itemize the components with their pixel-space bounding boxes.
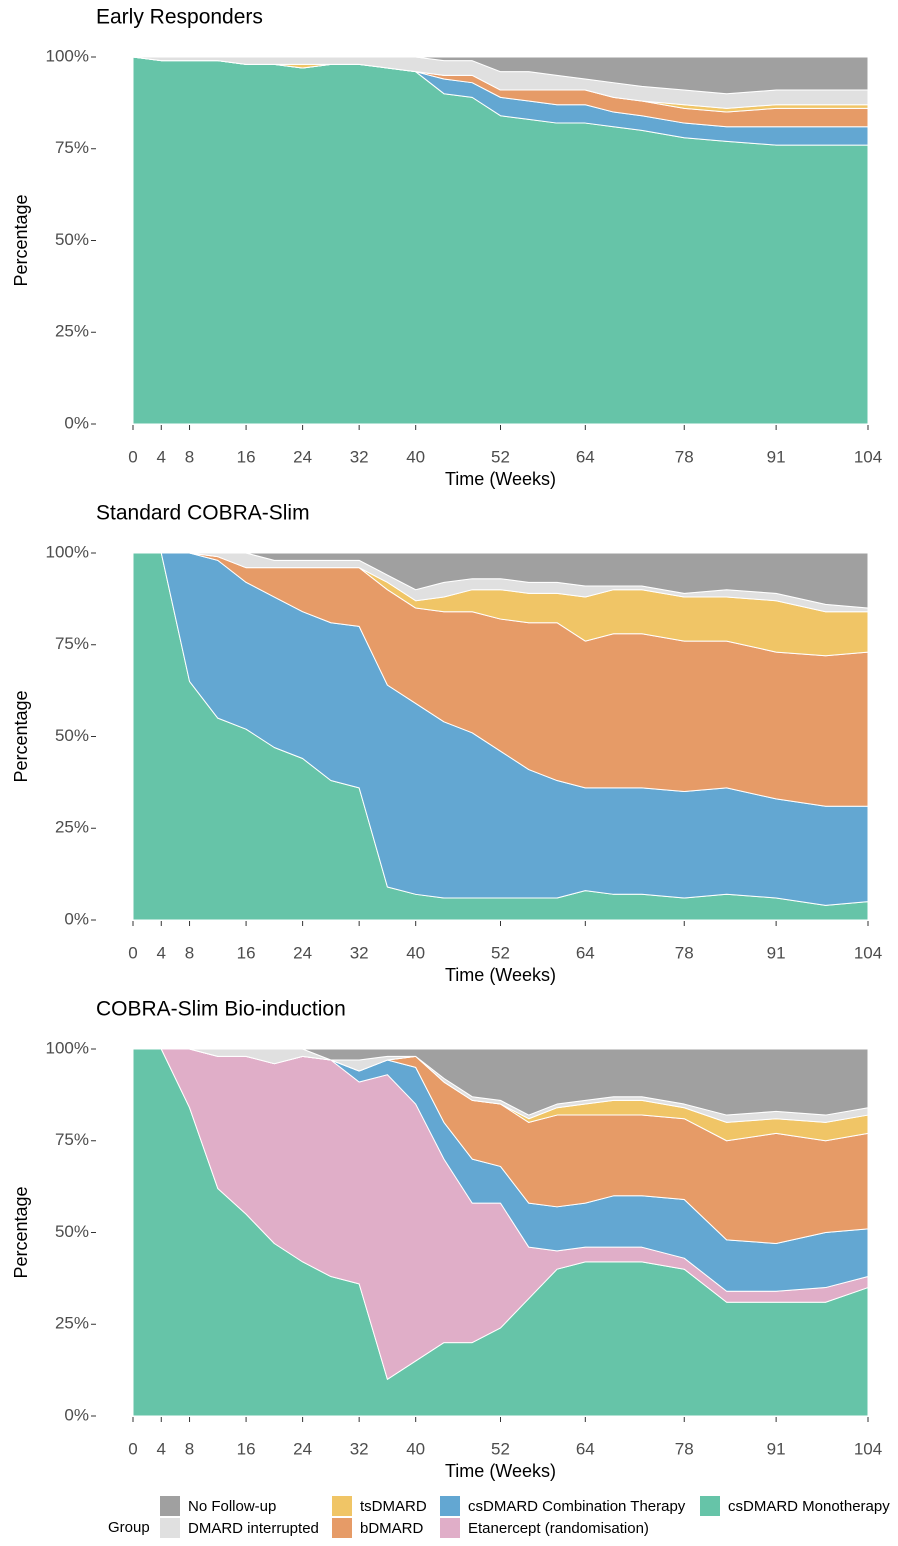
legend-label: tsDMARD [360, 1498, 427, 1515]
x-tick-label: 52 [491, 447, 510, 466]
x-tick-label: 24 [293, 1439, 312, 1458]
x-tick-label: 91 [767, 943, 786, 962]
x-tick-label: 78 [675, 447, 694, 466]
x-tick-label: 24 [293, 447, 312, 466]
y-axis-title: Percentage [11, 194, 31, 286]
x-tick-label: 16 [237, 447, 256, 466]
legend-label: No Follow-up [188, 1498, 276, 1515]
x-tick-label: 52 [491, 943, 510, 962]
x-axis-title: Time (Weeks) [445, 965, 556, 985]
x-tick-label: 4 [157, 1439, 166, 1458]
legend-swatch [332, 1496, 352, 1516]
x-tick-label: 4 [157, 447, 166, 466]
x-tick-label: 8 [185, 447, 194, 466]
x-tick-label: 16 [237, 943, 256, 962]
x-tick-label: 78 [675, 943, 694, 962]
legend-swatch [160, 1518, 180, 1538]
x-tick-label: 32 [350, 1439, 369, 1458]
x-tick-label: 64 [576, 943, 595, 962]
x-tick-label: 40 [406, 943, 425, 962]
y-tick-label: 100% [46, 46, 89, 65]
y-tick-label: 100% [46, 542, 89, 561]
legend-label: Etanercept (randomisation) [468, 1520, 649, 1537]
x-tick-label: 24 [293, 943, 312, 962]
y-tick-label: 0% [64, 909, 89, 928]
x-tick-label: 40 [406, 1439, 425, 1458]
x-tick-label: 104 [854, 447, 882, 466]
x-tick-label: 4 [157, 943, 166, 962]
y-tick-label: 75% [55, 634, 89, 653]
legend-swatch [160, 1496, 180, 1516]
x-tick-label: 0 [128, 447, 137, 466]
legend-label: csDMARD Combination Therapy [468, 1498, 686, 1515]
legend-swatch [700, 1496, 720, 1516]
x-tick-label: 64 [576, 447, 595, 466]
legend-label: csDMARD Monotherapy [728, 1498, 890, 1515]
legend-title: Group [108, 1519, 150, 1536]
x-tick-label: 8 [185, 943, 194, 962]
x-axis-title: Time (Weeks) [445, 469, 556, 489]
legend-label: bDMARD [360, 1520, 424, 1537]
area [132, 1048, 869, 1116]
chart-title: Early Responders [96, 6, 263, 29]
x-tick-label: 32 [350, 943, 369, 962]
y-axis-title: Percentage [11, 690, 31, 782]
y-axis-title: Percentage [11, 1186, 31, 1278]
x-tick-label: 32 [350, 447, 369, 466]
x-tick-label: 91 [767, 447, 786, 466]
x-tick-label: 91 [767, 1439, 786, 1458]
y-tick-label: 0% [64, 413, 89, 432]
y-tick-label: 100% [46, 1038, 89, 1057]
y-tick-label: 0% [64, 1405, 89, 1424]
area [132, 56, 869, 95]
y-tick-label: 25% [55, 322, 89, 341]
y-tick-label: 25% [55, 1314, 89, 1333]
legend-swatch [440, 1518, 460, 1538]
y-tick-label: 50% [55, 1222, 89, 1241]
y-tick-label: 75% [55, 1130, 89, 1149]
y-tick-label: 50% [55, 230, 89, 249]
legend-swatch [332, 1518, 352, 1538]
legend-swatch [440, 1496, 460, 1516]
x-axis-title: Time (Weeks) [445, 1461, 556, 1481]
x-tick-label: 0 [128, 943, 137, 962]
legend-label: DMARD interrupted [188, 1520, 319, 1537]
x-tick-label: 40 [406, 447, 425, 466]
y-tick-label: 50% [55, 726, 89, 745]
chart-title: Standard COBRA-Slim [96, 502, 310, 525]
x-tick-label: 78 [675, 1439, 694, 1458]
y-tick-label: 25% [55, 818, 89, 837]
chart-title: COBRA-Slim Bio-induction [96, 998, 346, 1021]
x-tick-label: 0 [128, 1439, 137, 1458]
x-tick-label: 52 [491, 1439, 510, 1458]
x-tick-label: 64 [576, 1439, 595, 1458]
x-tick-label: 104 [854, 943, 882, 962]
x-tick-label: 104 [854, 1439, 882, 1458]
area [132, 552, 869, 609]
x-tick-label: 16 [237, 1439, 256, 1458]
x-tick-label: 8 [185, 1439, 194, 1458]
y-tick-label: 75% [55, 138, 89, 157]
